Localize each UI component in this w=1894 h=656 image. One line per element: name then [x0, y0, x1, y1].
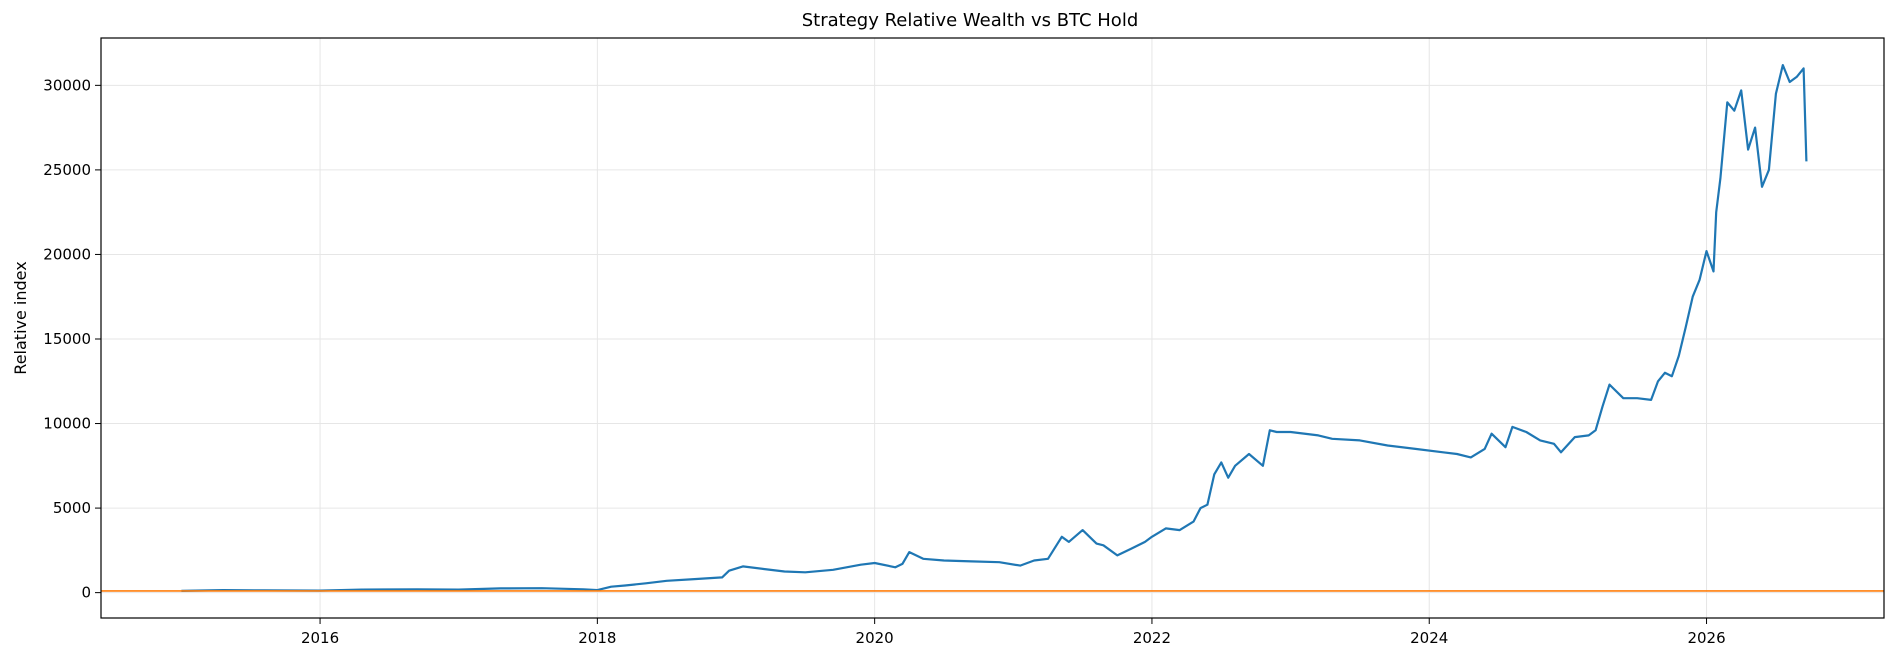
y-axis-label: Relative index: [11, 261, 30, 374]
series-layer: [101, 63, 1884, 592]
x-tick-label: 2026: [1687, 629, 1725, 647]
x-tick-label: 2024: [1410, 629, 1448, 647]
x-axis: 2016 2018 2020 2022 2024 2026: [301, 618, 1726, 647]
y-tick-label: 25000: [43, 161, 91, 179]
y-tick-label: 30000: [43, 76, 91, 94]
plot-frame: [100, 37, 1885, 619]
x-tick-label: 2022: [1133, 629, 1171, 647]
x-tick-label: 2016: [301, 629, 339, 647]
chart-title: Strategy Relative Wealth vs BTC Hold: [802, 10, 1139, 31]
y-tick-label: 0: [81, 584, 91, 602]
y-axis: 0 5000 10000 15000 20000 25000 30000: [43, 76, 101, 602]
y-tick-label: 15000: [43, 330, 91, 348]
x-tick-label: 2018: [578, 629, 616, 647]
grid: [101, 38, 1884, 618]
y-tick-label: 20000: [43, 245, 91, 263]
x-tick-label: 2020: [856, 629, 894, 647]
strategy-wealth-line: [181, 63, 1808, 592]
y-tick-label: 10000: [43, 415, 91, 433]
y-tick-label: 5000: [53, 499, 91, 517]
